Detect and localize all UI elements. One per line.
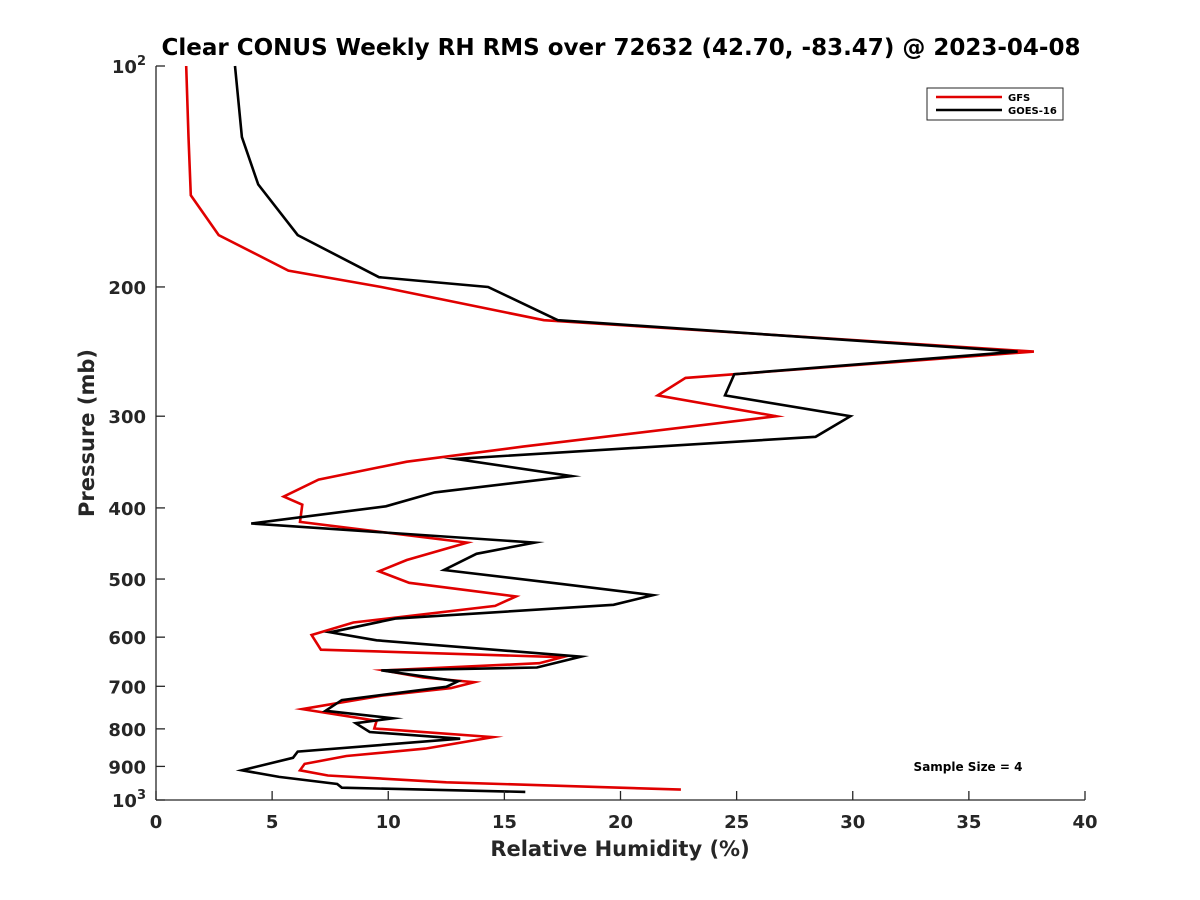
y-tick-label: 103 bbox=[112, 788, 146, 812]
legend-label-goes16: GOES-16 bbox=[1008, 106, 1057, 117]
y-tick-exponent: 2 bbox=[137, 54, 146, 69]
y-tick-label: 600 bbox=[108, 628, 146, 649]
series-line-gfs bbox=[184, 65, 1034, 791]
plot-area: 0 5 10 15 20 25 30 35 40 10220030040050060070080… bbox=[108, 54, 1097, 833]
y-tick-label: 102 bbox=[112, 54, 146, 78]
x-tick-label: 25 bbox=[724, 812, 749, 833]
y-tick-label: 300 bbox=[108, 407, 146, 428]
y-tick-exponent: 3 bbox=[137, 788, 146, 803]
y-tick-base: 10 bbox=[112, 791, 137, 812]
legend: GFS GOES-16 bbox=[926, 87, 1064, 121]
y-tick-label: 900 bbox=[108, 757, 146, 778]
y-tick-label: 200 bbox=[108, 278, 146, 299]
x-tick-label: 10 bbox=[376, 812, 401, 833]
x-tick-label: 40 bbox=[1072, 812, 1097, 833]
legend-box bbox=[926, 87, 1064, 121]
y-tick-label: 500 bbox=[108, 570, 146, 591]
x-tick-label: 30 bbox=[840, 812, 865, 833]
x-tick-label: 0 bbox=[150, 812, 163, 833]
y-tick-label: 400 bbox=[108, 499, 146, 520]
chart-title: Clear CONUS Weekly RH RMS over 72632 (42… bbox=[162, 35, 1081, 61]
y-tick-label: 800 bbox=[108, 720, 146, 741]
legend-label-gfs: GFS bbox=[1008, 93, 1030, 104]
y-tick-base: 10 bbox=[112, 57, 137, 78]
sample-size-annotation: Sample Size = 4 bbox=[914, 760, 1023, 774]
x-tick-label: 35 bbox=[956, 812, 981, 833]
y-axis-title: Pressure (mb) bbox=[75, 349, 99, 517]
x-tick-label: 20 bbox=[608, 812, 633, 833]
x-tick-label: 15 bbox=[492, 812, 517, 833]
series-line-goes16 bbox=[233, 65, 1018, 794]
x-axis-title: Relative Humidity (%) bbox=[490, 837, 749, 861]
x-tick-label: 5 bbox=[266, 812, 279, 833]
x-ticks: 0 5 10 15 20 25 30 35 40 bbox=[150, 791, 1098, 833]
y-tick-label: 700 bbox=[108, 677, 146, 698]
series-layer bbox=[184, 65, 1034, 794]
